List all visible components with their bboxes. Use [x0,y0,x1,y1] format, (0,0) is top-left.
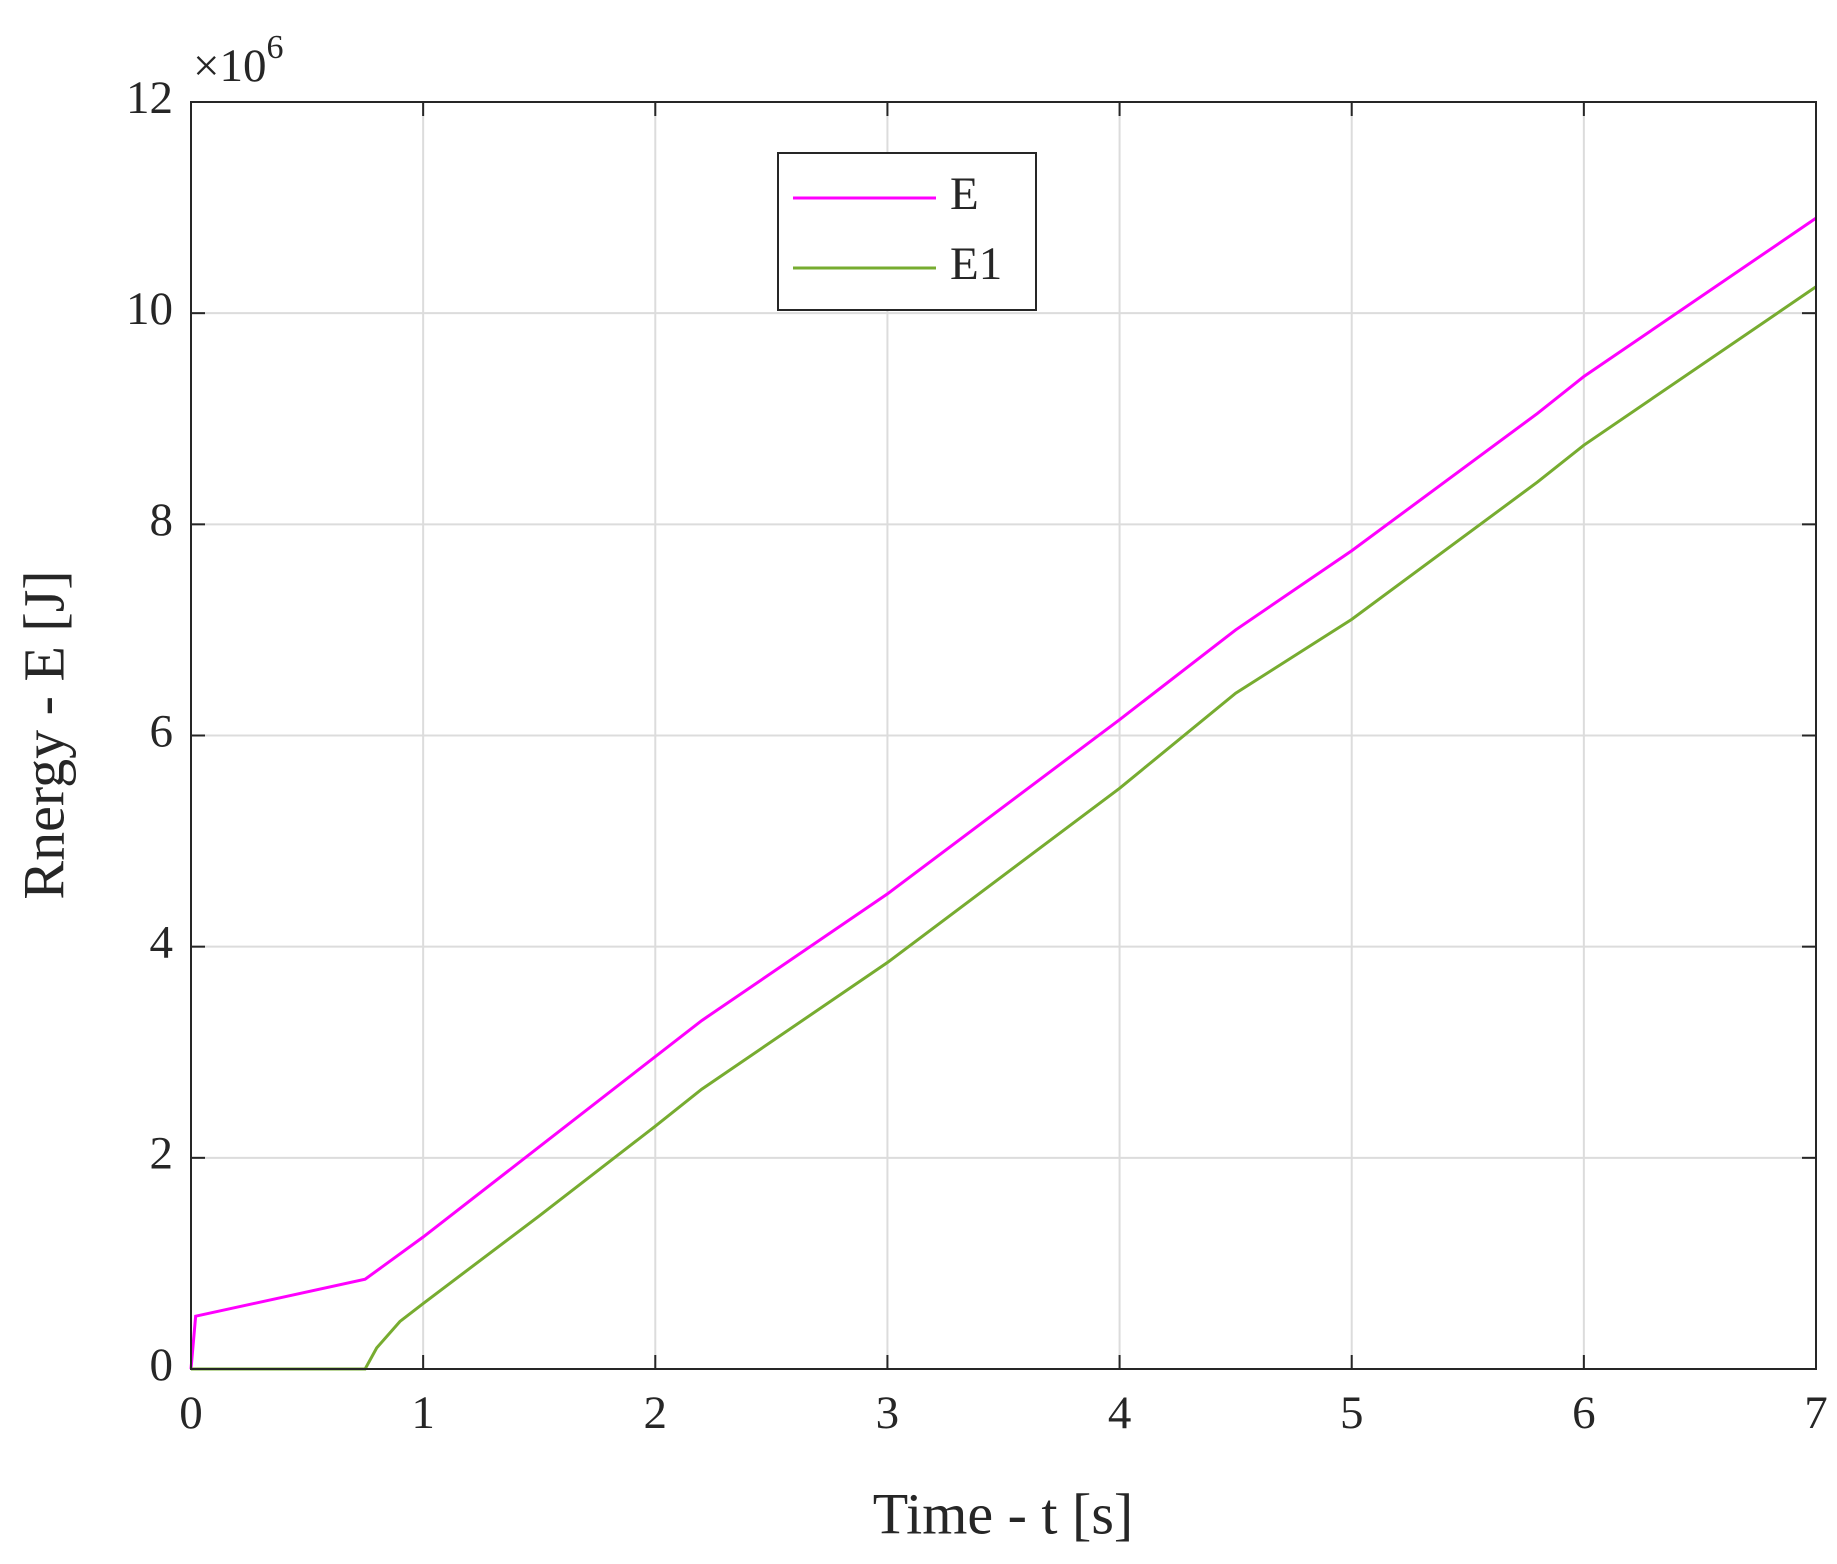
x-tick-label: 1 [411,1387,435,1439]
legend-label: E1 [950,238,1002,290]
x-tick-label: 6 [1572,1387,1596,1439]
y-tick-label: 6 [150,705,174,757]
x-tick-label: 0 [179,1387,203,1439]
x-tick-label: 7 [1804,1387,1828,1439]
x-tick-label: 2 [644,1387,668,1439]
x-axis-label: Time - t [s] [873,1481,1134,1546]
data-line [191,285,1817,1371]
y-multiplier-base: ×10 [193,40,267,92]
x-tick-label: 5 [1340,1387,1364,1439]
y-tick-label: 2 [150,1128,174,1180]
y-tick-label: 10 [126,283,173,335]
plot-frame [190,101,1817,1370]
y-axis-label: Rnergy - E [J] [11,570,76,899]
x-tick-label: 4 [1108,1387,1132,1439]
legend-label: E [950,168,979,220]
y-tick-label: 0 [150,1339,174,1391]
y-multiplier: ×106 [193,29,284,92]
data-line [189,216,1817,1370]
y-tick-label: 8 [150,494,174,546]
y-multiplier-exponent: 6 [267,29,284,66]
y-tick-label: 12 [126,72,173,124]
y-tick-label: 4 [150,916,174,968]
legend-box [777,152,1037,311]
x-tick-label: 3 [876,1387,900,1439]
